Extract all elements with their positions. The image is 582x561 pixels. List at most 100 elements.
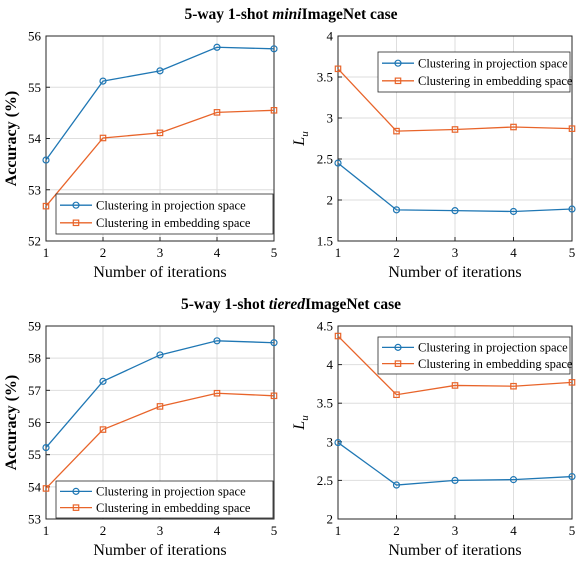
y-axis-label-sub: u [299, 415, 311, 421]
data-point-projection [392, 206, 401, 214]
x-tick-label: 3 [157, 245, 164, 260]
x-axis-label: Number of iterations [388, 542, 521, 559]
data-point-projection [99, 77, 107, 85]
data-point-projection [42, 443, 50, 452]
data-point-projection [451, 207, 459, 215]
y-axis-label: Lu [291, 131, 311, 147]
chart-tiered-accuracy: 1 2 3 4 5 53 54 55 56 57 58 59 Number of iterations A… [3, 319, 278, 559]
series-line-embedding [337, 335, 573, 396]
data-point-projection [509, 476, 518, 484]
data-point-projection [156, 351, 164, 359]
y-axis-label: Accuracy (%) [3, 375, 20, 471]
x-tick-label: 3 [157, 523, 164, 538]
x-axis-label: Number of iterations [388, 264, 521, 281]
x-tick-label: 5 [271, 245, 278, 260]
y-tick-label: 4 [327, 357, 334, 372]
data-point-projection [451, 476, 459, 484]
data-point-embedding [334, 332, 342, 340]
legend-label: Clustering in embedding space [418, 74, 573, 88]
legend-box [377, 336, 571, 375]
y-tick-label: 3 [327, 434, 334, 449]
data-point-embedding [99, 134, 107, 142]
y-tick-label: 53 [28, 182, 41, 197]
y-axis-label-main: L [291, 421, 308, 431]
data-point-projection [270, 45, 278, 53]
data-point-projection [213, 43, 221, 51]
data-point-embedding [510, 382, 517, 390]
legend-label: Clustering in embedding space [418, 357, 573, 371]
legend: Clustering in projection space Clustering… [55, 193, 274, 235]
y-tick-label: 55 [28, 80, 41, 95]
legend: Clustering in projection space Clustering… [377, 51, 573, 93]
x-tick-label: 1 [43, 245, 50, 260]
y-tick-label: 57 [28, 383, 42, 398]
legend: Clustering in projection space Clustering… [377, 336, 573, 375]
x-tick-label: 1 [43, 523, 50, 538]
x-tick-label: 4 [214, 523, 221, 538]
y-tick-label: 3.5 [317, 70, 333, 85]
y-tick-label: 4 [327, 29, 334, 44]
legend-label: Clustering in embedding space [96, 501, 251, 515]
series-line-projection [337, 162, 573, 213]
data-point-projection [42, 156, 50, 164]
legend-label: Clustering in embedding space [96, 216, 251, 230]
data-point-projection [568, 472, 576, 481]
x-tick-label: 4 [510, 245, 517, 260]
data-point-projection [270, 339, 278, 347]
chart-0: 1 2 3 4 5 52 53 54 55 56 Number of iterations Accur… [3, 29, 278, 281]
series-line-projection [45, 340, 275, 449]
data-point-embedding [213, 389, 221, 397]
y-tick-label: 4.5 [317, 319, 333, 334]
y-axis-label-sub: u [299, 131, 311, 137]
data-point-embedding [451, 382, 459, 389]
legend-label: Clustering in projection space [96, 199, 246, 213]
x-tick-label: 3 [452, 523, 459, 538]
legend-marker-circle [394, 59, 402, 67]
legend-marker-square [394, 77, 402, 85]
x-tick-label: 4 [214, 245, 221, 260]
x-tick-label: 5 [569, 523, 576, 538]
legend-label: Clustering in projection space [96, 485, 246, 499]
legend-label: Clustering in projection space [418, 341, 568, 355]
y-tick-label: 2 [327, 512, 334, 527]
legend-marker-square [394, 360, 402, 367]
data-point-embedding [568, 125, 576, 132]
chart-mini-lu: 1 2 3 4 5 1.5 2 2.5 3 3.5 4 Number of iterations Lu C… [291, 29, 576, 281]
y-tick-label: 59 [28, 319, 41, 334]
data-point-embedding [334, 65, 342, 73]
data-point-embedding [156, 403, 164, 410]
y-tick-label: 53 [28, 512, 41, 527]
y-tick-label: 2 [327, 193, 334, 208]
x-tick-label: 1 [335, 523, 342, 538]
x-tick-label: 2 [100, 523, 107, 538]
data-point-projection [213, 337, 221, 345]
x-tick-label: 5 [271, 523, 278, 538]
x-tick-label: 5 [569, 245, 576, 260]
y-tick-label: 1.5 [317, 234, 333, 249]
x-tick-label: 2 [100, 245, 107, 260]
data-point-embedding [213, 109, 221, 116]
data-point-embedding [42, 485, 50, 492]
data-point-embedding [393, 391, 400, 399]
data-point-embedding [42, 202, 50, 210]
legend-box [55, 193, 274, 235]
x-tick-label: 2 [393, 523, 400, 538]
y-tick-label: 3 [327, 111, 334, 126]
x-axis-label: Number of iterations [93, 542, 226, 559]
legend-marker-circle [72, 201, 80, 209]
data-point-projection [392, 481, 401, 489]
x-tick-label: 2 [393, 245, 400, 260]
series-line-embedding [45, 109, 275, 207]
x-tick-label: 3 [452, 245, 459, 260]
series-line-embedding [337, 68, 573, 132]
data-point-embedding [451, 126, 459, 133]
data-point-embedding [510, 123, 517, 131]
x-axis-label: Number of iterations [93, 264, 226, 281]
data-point-projection [156, 67, 164, 75]
y-tick-label: 3.5 [317, 396, 333, 411]
legend-label: Clustering in projection space [418, 57, 568, 71]
legend-box [55, 480, 274, 519]
y-axis-label: Lu [291, 415, 311, 431]
